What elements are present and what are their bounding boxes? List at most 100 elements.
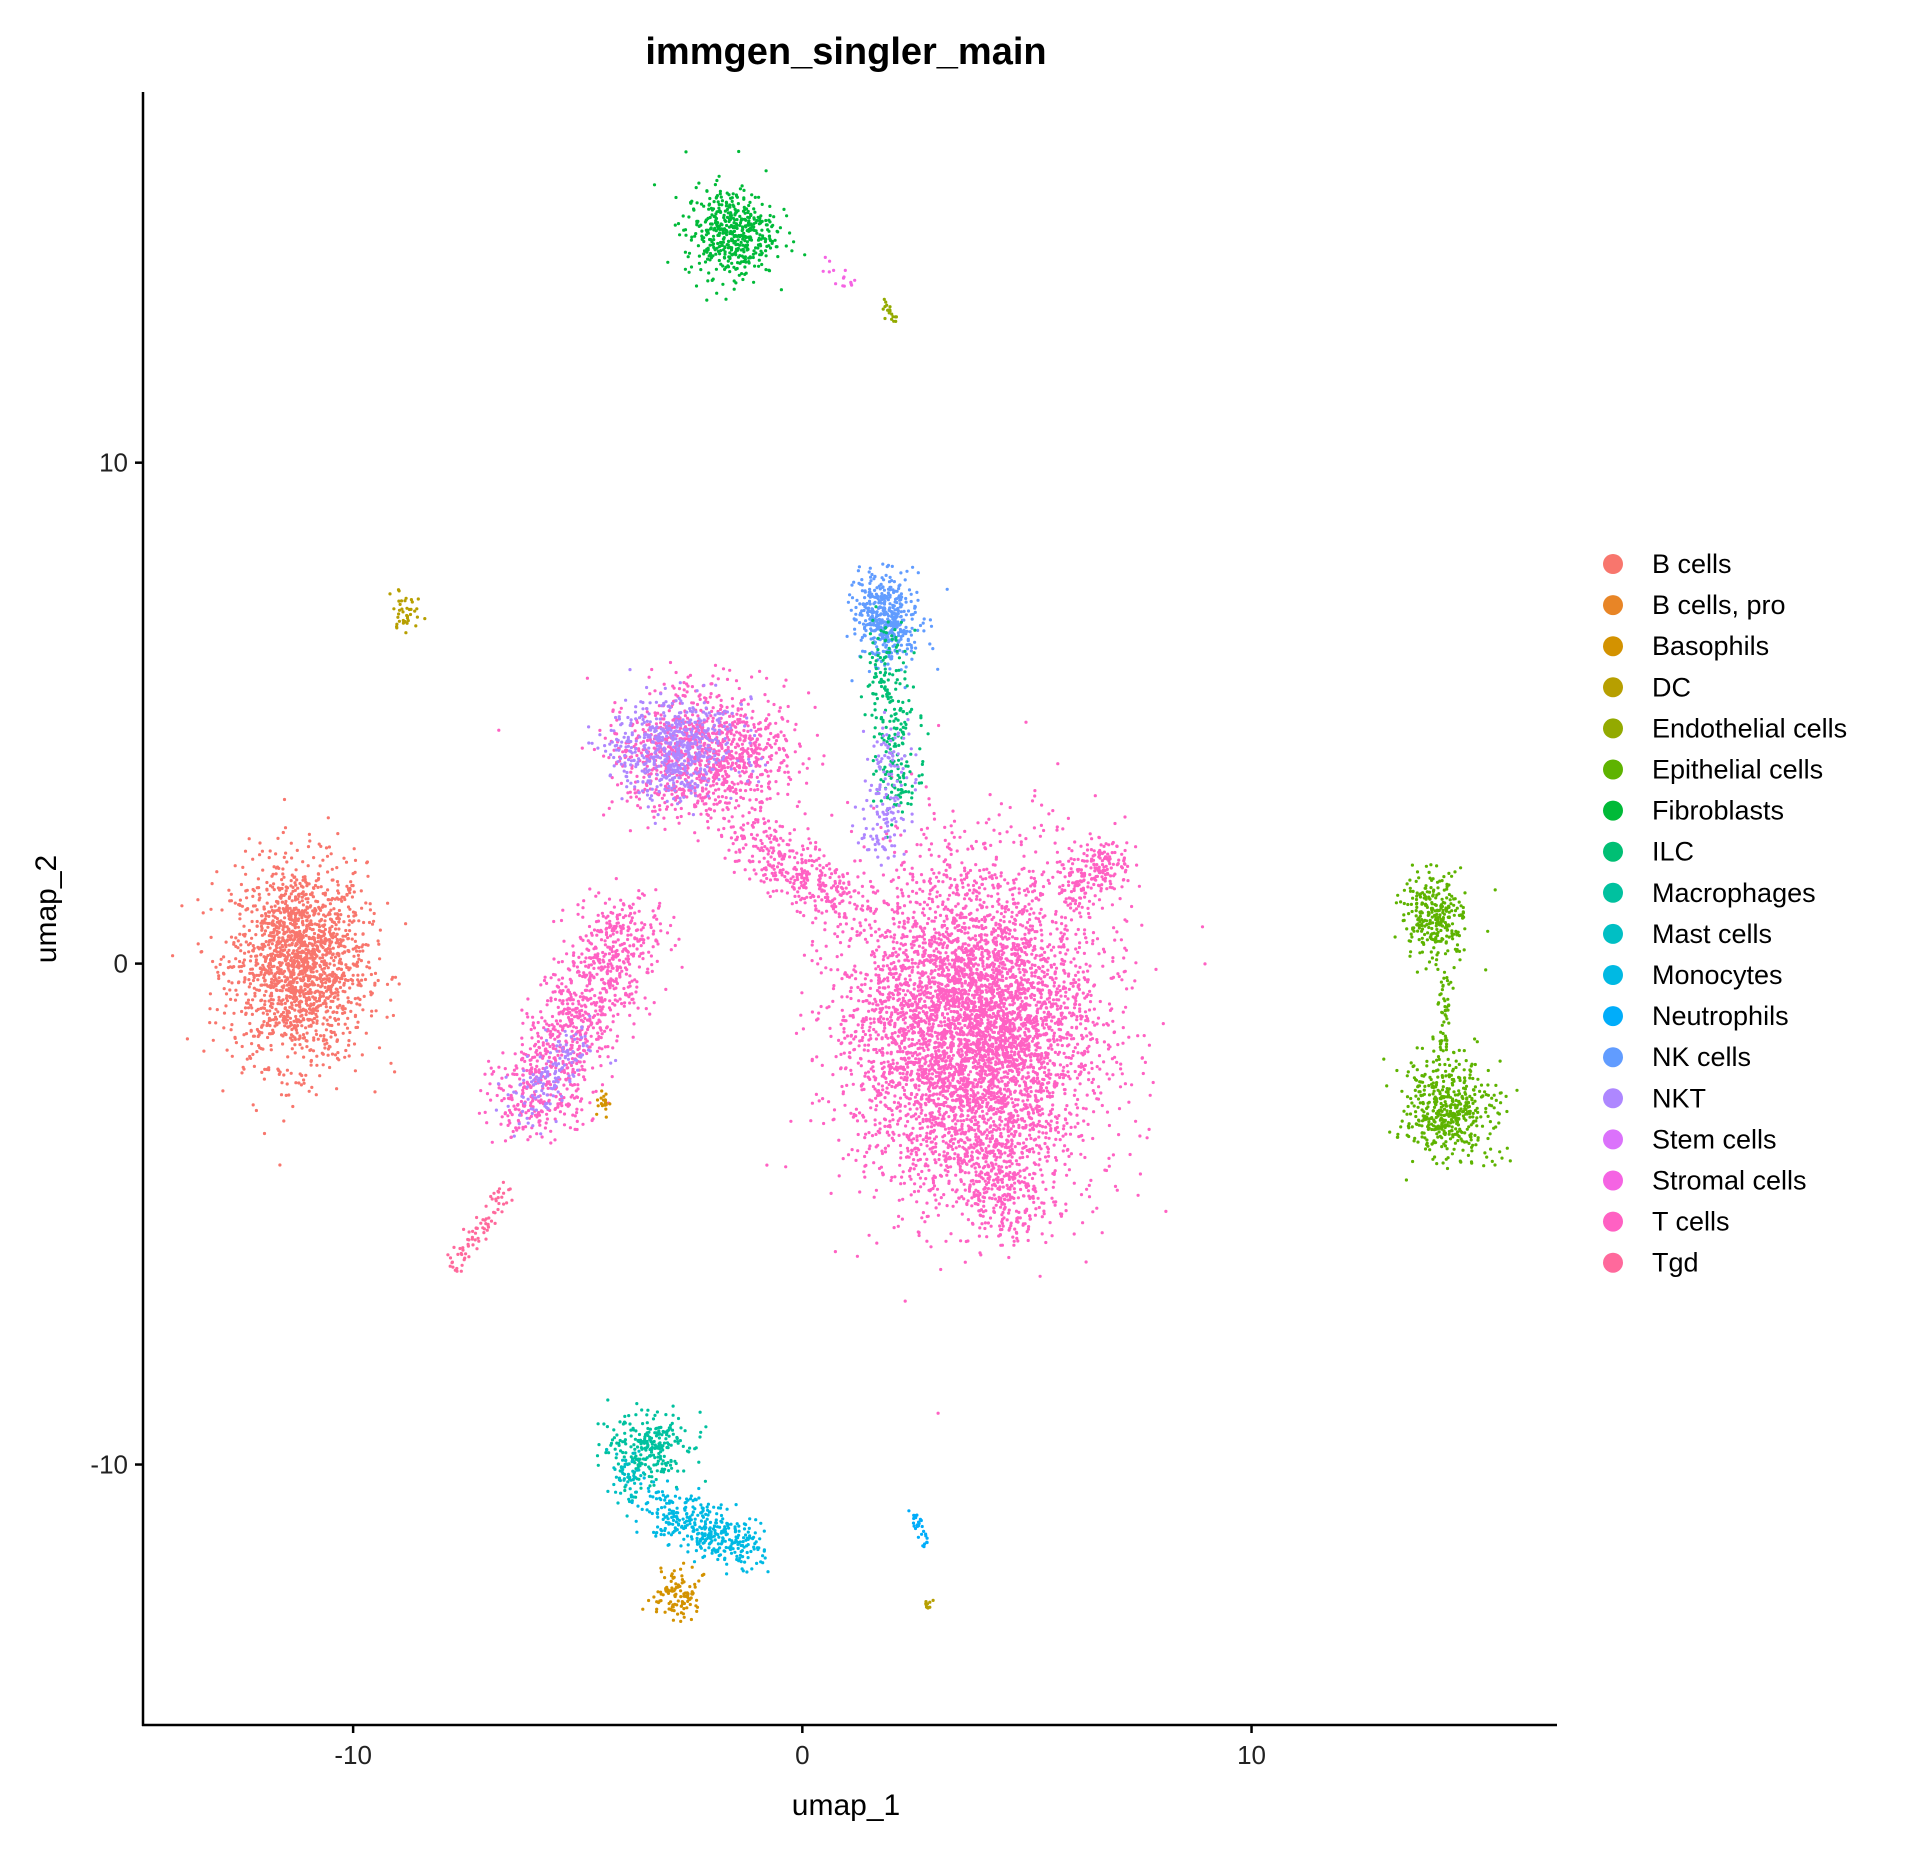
point-t-cells: [840, 977, 844, 981]
point-t-cells: [877, 945, 881, 949]
point-t-cells: [1049, 1005, 1053, 1009]
point-b-cells: [333, 955, 337, 959]
point-t-cells: [949, 1049, 953, 1054]
point-b-cells: [252, 946, 256, 951]
point-t-cells: [898, 973, 902, 977]
point-t-cells: [894, 978, 899, 982]
point-t-cells: [1091, 942, 1095, 946]
point-t-cells: [852, 917, 856, 921]
point-b-cells: [321, 1052, 325, 1056]
point-t-cells: [1051, 1172, 1055, 1176]
point-b-cells: [377, 942, 381, 946]
point-t-cells: [918, 887, 922, 891]
point-t-cells: [1036, 988, 1040, 992]
point-fibroblasts: [721, 240, 726, 244]
point-b-cells: [293, 985, 298, 990]
point-t-cells: [883, 1026, 887, 1030]
point-b-cells: [297, 946, 301, 950]
point-endothelial-cells: [894, 315, 899, 319]
point-t-cells: [992, 828, 996, 832]
point-b-cells: [342, 856, 346, 860]
point-fibroblasts: [738, 223, 742, 227]
point-fibroblasts: [767, 218, 771, 222]
point-t-cells: [1023, 1093, 1027, 1097]
point-fibroblasts: [712, 245, 716, 249]
point-fibroblasts: [744, 218, 748, 222]
point-b-cells: [270, 923, 274, 927]
point-b-cells: [333, 1053, 338, 1057]
point-t-cells: [680, 965, 684, 969]
point-fibroblasts: [739, 240, 743, 244]
point-t-cells: [1122, 956, 1126, 960]
point-t-cells: [986, 1187, 991, 1191]
point-t-cells: [902, 860, 906, 864]
point-t-cells: [1039, 823, 1043, 828]
point-b-cells: [341, 1031, 345, 1035]
point-t-cells: [822, 1121, 826, 1126]
point-b-cells: [292, 875, 296, 880]
point-t-cells: [899, 1151, 903, 1155]
point-b-cells: [282, 954, 286, 958]
point-b-cells: [313, 940, 317, 945]
point-t-cells: [899, 1182, 903, 1186]
point-b-cells: [309, 952, 314, 957]
point-b-cells: [304, 999, 308, 1003]
point-t-cells: [1027, 1029, 1031, 1033]
point-b-cells: [272, 927, 276, 931]
point-b-cells: [266, 1035, 270, 1040]
point-b-cells: [273, 982, 277, 986]
point-b-cells: [302, 975, 306, 979]
point-b-cells: [301, 964, 305, 968]
point-b-cells: [301, 910, 305, 915]
point-b-cells: [343, 1055, 347, 1059]
point-b-cells: [278, 1014, 282, 1018]
point-t-cells: [1015, 1109, 1019, 1113]
point-b-cells: [233, 998, 238, 1002]
point-t-cells: [873, 919, 877, 924]
point-b-cells: [329, 1035, 333, 1039]
point-t-cells: [952, 819, 957, 823]
point-t-cells: [902, 1181, 907, 1185]
point-t-cells: [946, 968, 951, 972]
point-b-cells: [301, 919, 305, 923]
point-t-cells: [953, 1152, 957, 1156]
point-t-cells: [1005, 830, 1009, 834]
point-b-cells: [196, 942, 200, 946]
point-stromal-cells: [850, 283, 854, 287]
point-t-cells: [1008, 805, 1012, 810]
point-t-cells: [902, 1027, 906, 1031]
point-b-cells: [297, 900, 302, 904]
point-b-cells: [351, 947, 355, 951]
point-t-cells: [1021, 983, 1025, 987]
point-dc: [405, 613, 409, 618]
point-t-cells: [1039, 923, 1043, 927]
point-b-cells: [312, 936, 316, 940]
point-b-cells: [290, 856, 294, 860]
point-t-cells: [997, 1009, 1001, 1013]
point-t-cells: [1064, 990, 1068, 994]
point-b-cells: [293, 898, 297, 902]
point-fibroblasts: [694, 232, 698, 236]
point-b-cells: [334, 987, 338, 991]
point-b-cells: [269, 952, 273, 957]
point-b-cells: [171, 954, 175, 958]
point-t-cells: [915, 1135, 919, 1139]
point-fibroblasts: [732, 240, 736, 244]
point-b-cells: [217, 976, 221, 981]
point-t-cells: [1024, 1054, 1029, 1058]
point-fibroblasts: [752, 249, 756, 253]
point-b-cells: [330, 972, 334, 977]
point-b-cells: [315, 946, 320, 950]
point-t-cells: [898, 947, 902, 951]
point-dc: [396, 588, 401, 592]
point-fibroblasts: [732, 287, 736, 291]
point-b-cells: [279, 948, 283, 952]
point-b-cells: [310, 922, 314, 926]
point-b-cells: [352, 890, 356, 894]
point-t-cells: [886, 1060, 890, 1064]
point-b-cells: [305, 918, 309, 922]
point-b-cells: [274, 852, 278, 856]
point-t-cells: [874, 1007, 878, 1011]
point-t-cells: [1010, 965, 1014, 969]
point-t-cells: [951, 891, 955, 895]
